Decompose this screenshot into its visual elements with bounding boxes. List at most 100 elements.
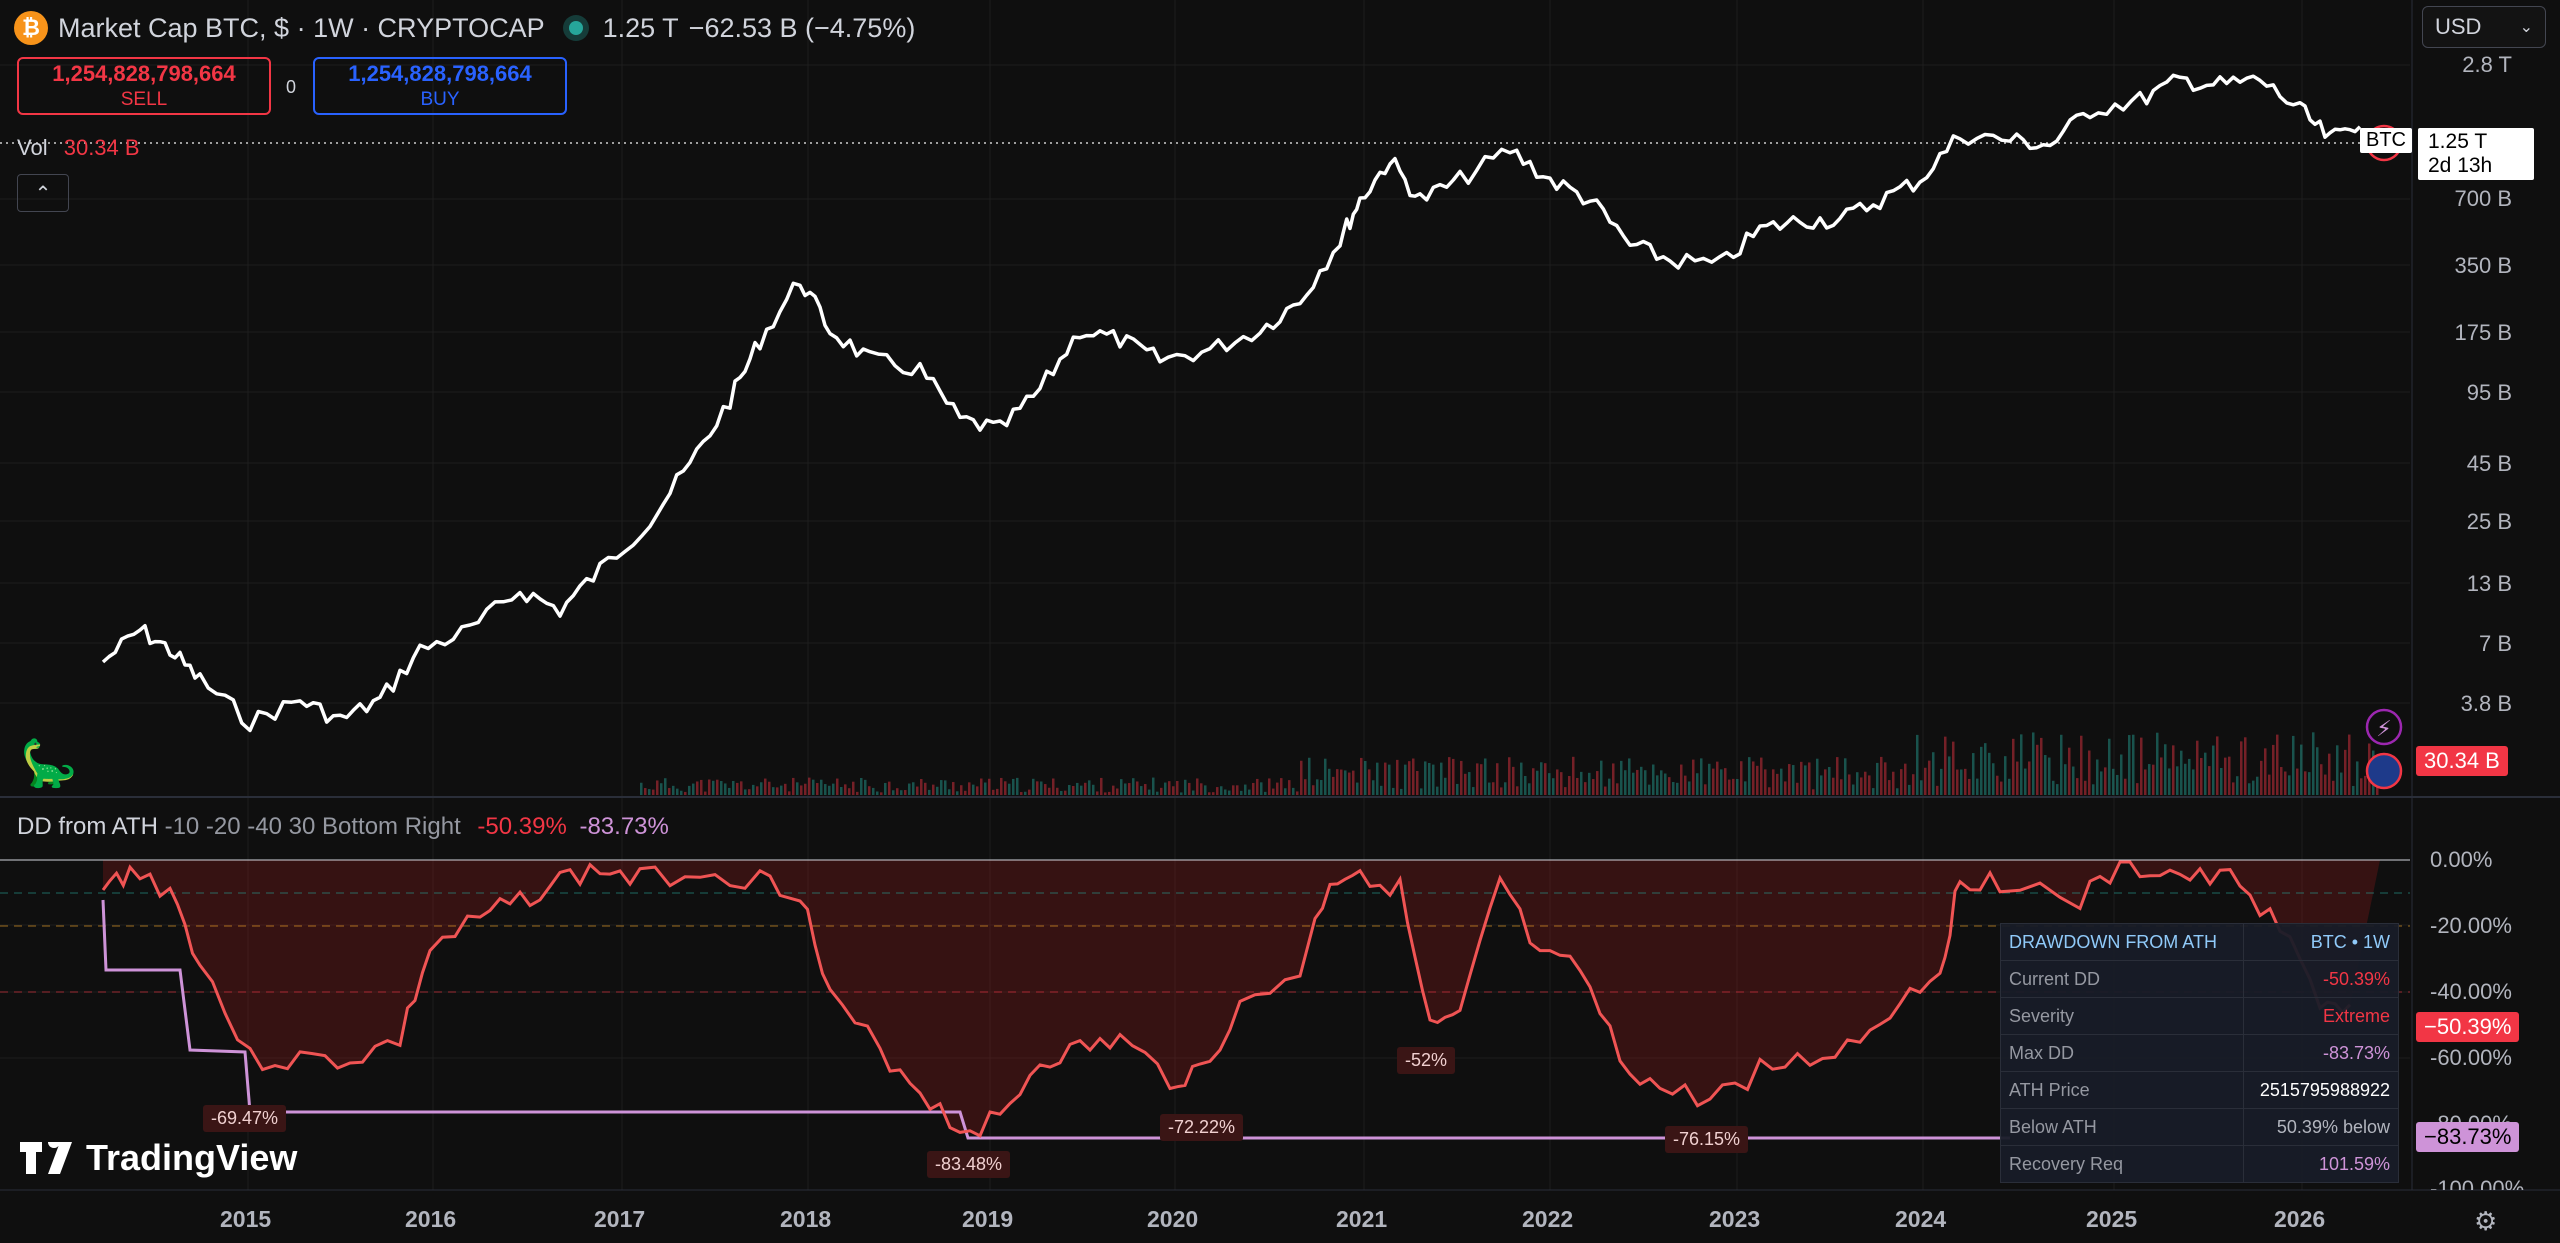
volume-bar [888,781,891,795]
volume-bar [2076,778,2079,795]
volume-bar [1228,790,1231,795]
volume-legend: Vol 30.34 B [17,135,140,161]
volume-bar [2288,775,2291,795]
volume-bar [972,784,975,795]
volume-bar [936,786,939,795]
volume-bar [1500,787,1503,795]
volume-bar [1964,768,1967,795]
volume-bar [1024,791,1027,795]
sell-button[interactable]: 1,254,828,798,664 SELL [17,57,271,115]
volume-bar [1860,777,1863,795]
volume-bar [1876,762,1879,795]
volume-bar [732,780,735,795]
volume-bar [744,789,747,795]
volume-bar [1948,756,1951,795]
volume-bar [1612,763,1615,795]
volume-bar [1100,777,1103,795]
volume-bar [2284,771,2287,795]
collapse-legend-button[interactable]: ⌃ [17,174,69,212]
volume-bar [1540,762,1543,795]
btc-symbol-badge: BTC [2360,128,2412,153]
volume-bar [788,791,791,795]
buy-button[interactable]: 1,254,828,798,664 BUY [313,57,567,115]
volume-bar [1804,765,1807,795]
dd-label: -52% [1397,1047,1456,1074]
table-key: ATH Price [2001,1072,2244,1108]
volume-bar [2224,757,2227,795]
volume-bar [1376,762,1379,795]
volume-bar [1392,787,1395,795]
volume-bar [996,788,999,795]
volume-bar [1072,785,1075,795]
symbol-title[interactable]: Market Cap BTC, $ · 1W · CRYPTOCAP [58,12,545,43]
volume-bar [992,789,995,795]
volume-bar [2272,744,2275,795]
volume-bar [688,785,691,795]
year-label: 2021 [1336,1206,1388,1232]
volume-bar [1040,781,1043,795]
table-key: Below ATH [2001,1109,2244,1145]
volume-bar [780,785,783,795]
volume-bar [1080,785,1083,795]
volume-bar [1424,761,1427,795]
volume-bar [2180,750,2183,795]
volume-bar [1268,778,1271,795]
volume-bar [1816,758,1819,795]
drawdown-line [101,860,2352,1138]
volume-bar [1836,757,1839,795]
volume-bar [1532,768,1535,795]
volume-bar [1856,772,1859,795]
volume-bar [1452,758,1455,795]
table-key: Max DD [2001,1035,2244,1071]
tradingview-logo: TradingView [20,1137,297,1179]
volume-bar [1924,767,1927,795]
volume-bar [1460,760,1463,795]
settings-icon[interactable]: ⚙ [2474,1206,2498,1236]
volume-bar [1880,756,1883,795]
volume-bar [1760,757,1763,795]
dinosaur-icon[interactable]: 🦕 [20,737,78,789]
volume-bar [904,790,907,795]
tradingview-icon [20,1142,72,1174]
volume-bar [1700,758,1703,795]
currency-value: USD [2435,14,2482,39]
dd-label: -72.22% [1160,1114,1244,1141]
table-key: Current DD [2001,961,2244,997]
volume-bar [1348,772,1351,795]
volume-bar [1908,784,1911,795]
indicator-legend[interactable]: DD from ATH -10 -20 -40 30 Bottom Right … [17,813,669,841]
price-badge-countdown: 2d 13h [2428,154,2493,177]
current-dd-badge: −50.39% [2416,1012,2520,1042]
volume-bar [2172,745,2175,795]
volume-bar [1864,771,1867,795]
volume-bar [1984,743,1987,795]
dd-axis-label: -40.00% [2430,979,2512,1004]
volume-bar [1464,773,1467,795]
volume-bar [1328,768,1331,795]
last-value: 1.25 T [602,12,679,43]
volume-bar [1420,788,1423,795]
volume-bar [1436,786,1439,795]
volume-bar [1096,791,1099,795]
volume-bar [1644,770,1647,795]
volume-bar [1300,760,1303,795]
volume-bar [1028,789,1031,795]
volume-bar [2120,754,2123,795]
volume-bar [1996,775,1999,795]
price-badge: 1.25 T 2d 13h [2418,128,2534,180]
volume-bar [2340,772,2343,795]
volume-bar [2084,780,2087,795]
volume-bar [2216,736,2219,795]
volume-bar [1768,787,1771,795]
volume-bar [1432,764,1435,795]
volume-bar [2032,732,2035,795]
year-label: 2020 [1147,1206,1199,1232]
volume-bar [2168,768,2171,795]
volume-bar [1372,780,1375,795]
volume-bar [1892,771,1895,795]
currency-select[interactable]: USD ⌄ [2422,6,2546,48]
max-dd-line [101,899,2010,1140]
volume-bar [2184,763,2187,795]
volume-bar [2260,760,2263,795]
